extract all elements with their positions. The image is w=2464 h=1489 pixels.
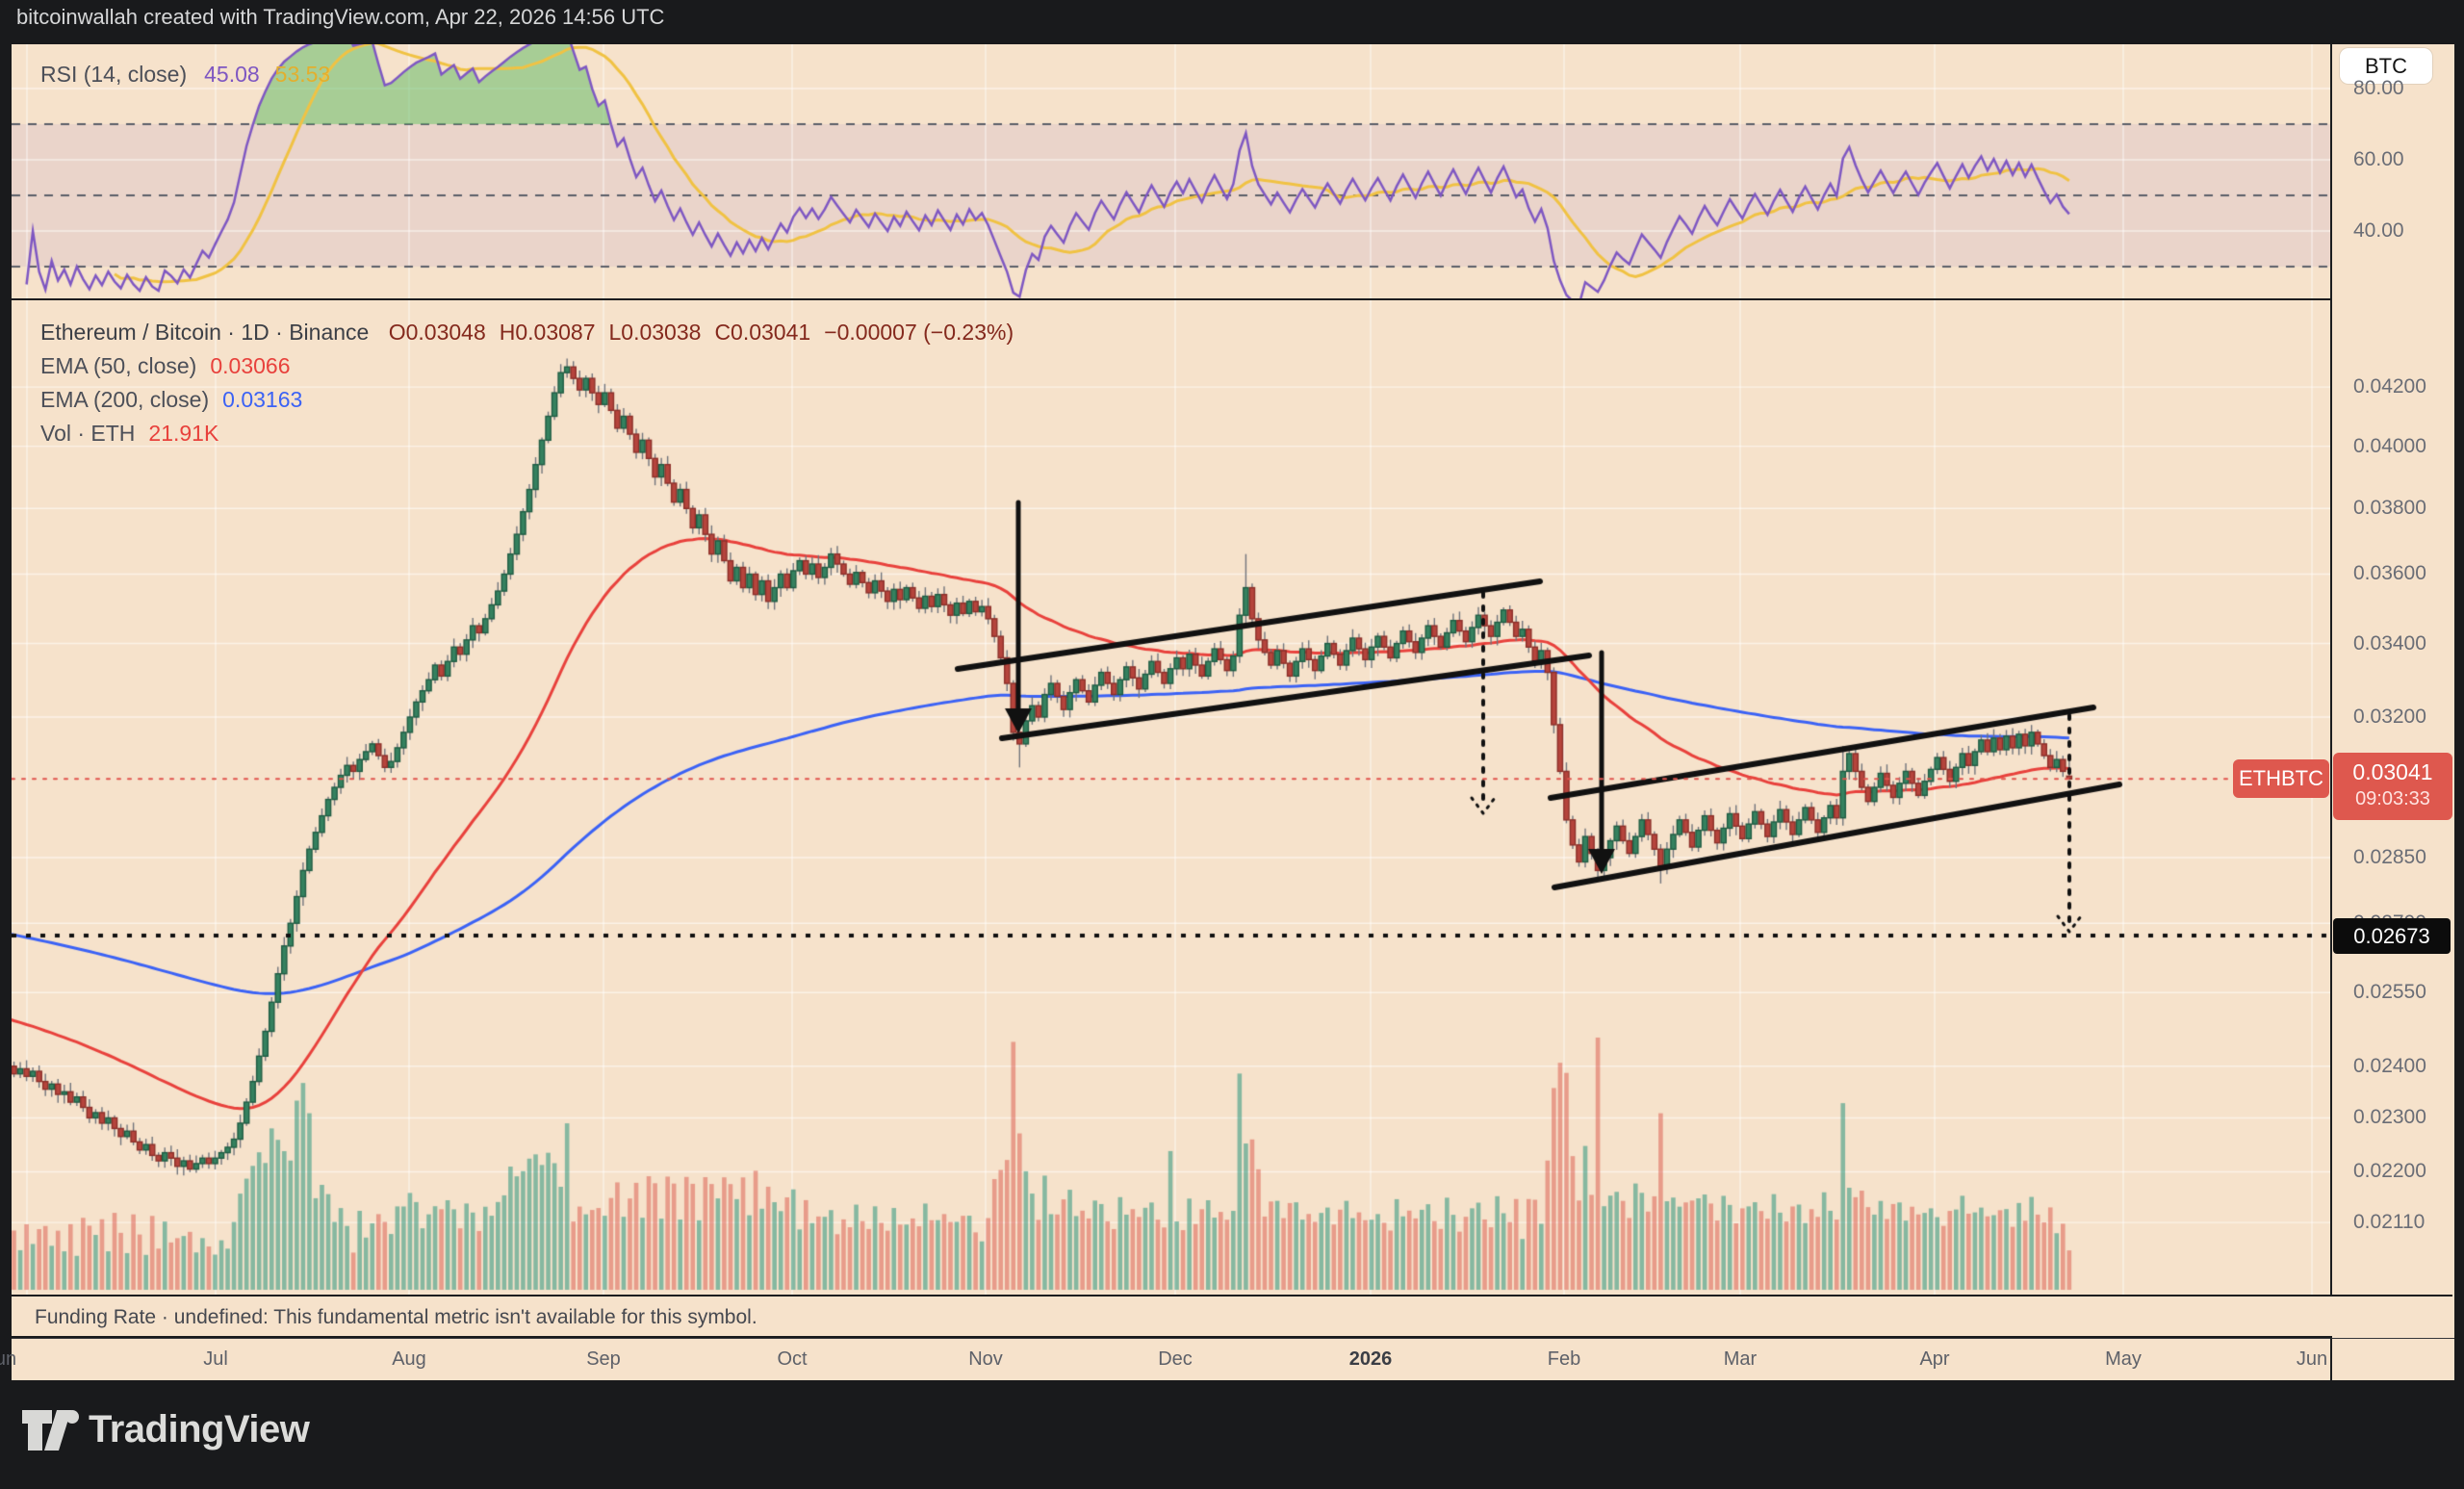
time-axis-corner — [2330, 1338, 2454, 1381]
price-tick: 0.02850 — [2353, 846, 2426, 869]
target-price-label: 0.02673 — [2333, 917, 2451, 954]
price-tick: 0.04200 — [2353, 375, 2426, 398]
time-axis-label: May — [2105, 1348, 2142, 1370]
volume-legend-row[interactable]: Vol · ETH 21.91K — [40, 421, 1014, 446]
time-axis[interactable]: un Jul Aug Sep Oct Nov Dec 2026 Feb Mar Apr May Jun — [0, 1338, 2330, 1381]
price-tick: 0.03800 — [2353, 497, 2426, 520]
rsi-chart-canvas[interactable] — [12, 44, 2330, 298]
ema50-legend-row[interactable]: EMA (50, close) 0.03066 — [40, 353, 1014, 378]
last-price-value: 0.03041 — [2352, 759, 2433, 785]
time-axis-label: Aug — [392, 1348, 426, 1370]
symbol-price-flag: ETHBTC — [2233, 759, 2329, 799]
price-tick: 0.02200 — [2353, 1160, 2426, 1183]
price-tick: 0.02300 — [2353, 1106, 2426, 1129]
tradingview-brand-text: TradingView — [89, 1408, 310, 1450]
rsi-tick: 60.00 — [2353, 148, 2404, 170]
ohlc-change: −0.00007 (−0.23%) — [824, 320, 1014, 345]
price-tick: 0.02550 — [2353, 981, 2426, 1004]
symbol-title: Ethereum / Bitcoin · 1D · Binance — [40, 320, 370, 345]
price-tick: 0.04000 — [2353, 434, 2426, 457]
ohlc-open: O0.03048 — [388, 320, 486, 345]
symbol-legend-row[interactable]: Ethereum / Bitcoin · 1D · Binance O0.030… — [40, 320, 1014, 345]
price-tick: 0.03200 — [2353, 706, 2426, 728]
ema200-value: 0.03163 — [222, 387, 303, 412]
currency-toggle-button[interactable]: BTC — [2340, 48, 2432, 84]
ohlc-close: C0.03041 — [714, 320, 811, 345]
funding-rate-text: Funding Rate · undefined: This fundament… — [35, 1306, 757, 1328]
price-tick: 0.03400 — [2353, 631, 2426, 655]
volume-value: 21.91K — [148, 421, 219, 446]
ohlc-low: L0.03038 — [608, 320, 702, 345]
price-tick: 0.02110 — [2353, 1211, 2426, 1234]
price-chart-canvas[interactable] — [12, 300, 2330, 1295]
main-chart-pane[interactable]: Ethereum / Bitcoin · 1D · Binance O0.030… — [12, 300, 2452, 1295]
ema200-label: EMA (200, close) — [40, 387, 210, 412]
watermark-title: bitcoinwallah created with TradingView.c… — [0, 0, 2464, 35]
time-axis-label: Apr — [1919, 1348, 1950, 1370]
rsi-ma-value: 53.53 — [274, 62, 331, 87]
volume-label: Vol · ETH — [40, 421, 136, 446]
rsi-value: 45.08 — [204, 62, 260, 87]
funding-rate-note: Funding Rate · undefined: This fundament… — [12, 1295, 2452, 1336]
ema50-label: EMA (50, close) — [40, 353, 197, 378]
rsi-tick: 40.00 — [2353, 219, 2404, 242]
time-axis-label: Jul — [203, 1348, 228, 1370]
bar-countdown: 09:03:33 — [2355, 788, 2430, 810]
ema50-value: 0.03066 — [210, 353, 291, 378]
time-axis-label: Dec — [1158, 1348, 1193, 1370]
time-axis-label: Nov — [968, 1348, 1003, 1370]
time-axis-label: Feb — [1547, 1348, 1581, 1370]
tradingview-logo-icon — [22, 1410, 79, 1450]
price-tick: 0.02400 — [2353, 1054, 2426, 1077]
time-axis-label: un — [0, 1348, 17, 1370]
ema200-legend-row[interactable]: EMA (200, close) 0.03163 — [40, 387, 1014, 412]
time-axis-label: Mar — [1723, 1348, 1758, 1370]
rsi-pane[interactable]: RSI (14, close) 45.08 53.53 — [12, 44, 2452, 298]
pane-separator[interactable] — [12, 298, 2452, 300]
time-axis-label: Jun — [2296, 1348, 2328, 1370]
time-axis-label: Oct — [777, 1348, 808, 1370]
rsi-legend[interactable]: RSI (14, close) 45.08 53.53 — [40, 62, 330, 88]
last-price-label: 0.03041 09:03:33 — [2333, 753, 2452, 821]
time-axis-label: Sep — [586, 1348, 621, 1370]
footer-bar: TradingView — [0, 1380, 2464, 1489]
rsi-legend-label: RSI (14, close) — [40, 62, 188, 87]
chart-legend[interactable]: Ethereum / Bitcoin · 1D · Binance O0.030… — [40, 320, 1014, 454]
rsi-tick: 80.00 — [2353, 77, 2404, 99]
price-scale[interactable]: BTC 80.00 60.00 40.00 0.04200 0.04000 0.0380… — [2330, 44, 2454, 1380]
price-tick: 0.03600 — [2353, 562, 2426, 585]
time-axis-label: 2026 — [1348, 1348, 1393, 1370]
ohlc-high: H0.03087 — [499, 320, 596, 345]
